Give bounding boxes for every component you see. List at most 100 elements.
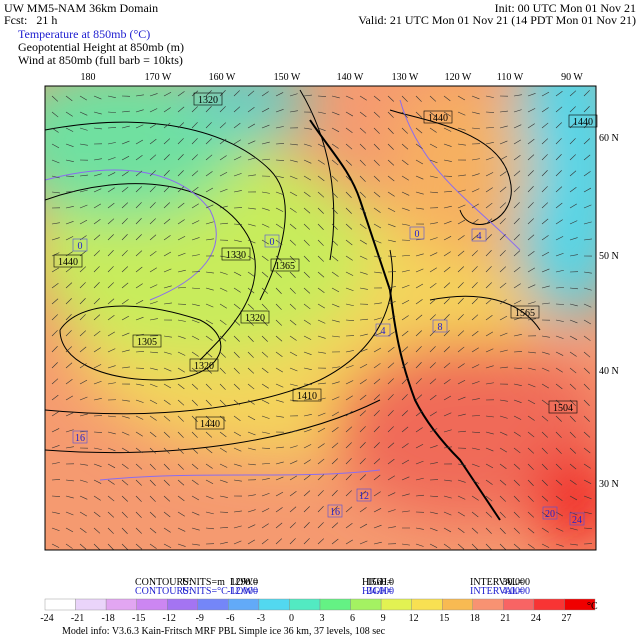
colorbar-label: 9 (381, 613, 386, 624)
wind-barb (499, 527, 506, 534)
latitude-label: 50 N (599, 251, 619, 262)
wind-barb (499, 431, 508, 436)
wind-barb (373, 127, 380, 134)
wind-barb (275, 303, 282, 310)
wind-barb (233, 122, 241, 129)
wind-barb (387, 207, 396, 212)
wind-barb (247, 255, 256, 261)
wind-barb (541, 431, 548, 438)
wind-barb (331, 538, 339, 545)
wind-barb (289, 367, 298, 372)
wind-barb (121, 447, 130, 453)
wind-barb (303, 429, 312, 433)
wind-barb (191, 351, 199, 357)
wind-barb (443, 127, 452, 132)
wind-barb (51, 298, 59, 305)
wind-barb (387, 159, 395, 166)
wind-barb (401, 510, 410, 513)
wind-barb (513, 300, 522, 305)
title: UW MM5-NAM 36km Domain (4, 1, 158, 15)
wind-barb (345, 159, 352, 166)
wind-barb (345, 365, 354, 369)
wind-barb (275, 271, 282, 278)
wind-barb (415, 268, 424, 273)
wind-barb (79, 346, 87, 353)
wind-barb (135, 186, 142, 193)
wind-barb (205, 479, 214, 485)
wind-barb (79, 219, 88, 225)
wind-barb (359, 363, 368, 369)
colorbar-label: -12 (163, 613, 176, 624)
wind-barb (135, 94, 144, 97)
wind-barb (275, 522, 283, 529)
wind-barb (177, 319, 186, 322)
wind-barb (485, 315, 493, 321)
wind-barb (541, 122, 549, 129)
wind-barb (443, 395, 452, 401)
wind-barb (65, 111, 73, 117)
wind-barb (121, 250, 128, 257)
wind-barb (331, 335, 340, 338)
wind-barb (471, 298, 478, 305)
wind-barb (247, 239, 256, 244)
wind-barb (373, 223, 382, 229)
wind-barb (429, 252, 438, 257)
wind-barb (233, 415, 241, 421)
wind-barb (303, 159, 312, 164)
wind-barb (527, 543, 535, 549)
wind-barb (317, 303, 326, 309)
wind-barb (541, 202, 549, 209)
wind-barb (415, 527, 424, 530)
wind-barb (233, 399, 241, 406)
wind-barb (247, 509, 256, 513)
wind-barb (359, 458, 366, 465)
wind-barb (51, 394, 59, 401)
wind-barb (121, 431, 130, 436)
wind-barb (443, 298, 450, 305)
wind-barb (541, 415, 549, 422)
wind-barb (79, 143, 88, 146)
wind-barb (345, 442, 352, 449)
wind-barb (345, 271, 354, 276)
wind-barb (233, 510, 242, 513)
wind-barb (317, 127, 326, 131)
wind-barb (317, 223, 324, 230)
wind-barb (499, 415, 508, 419)
wind-barb (121, 171, 129, 177)
wind-barb (485, 234, 492, 241)
wind-barb (485, 348, 494, 353)
wind-barb (93, 127, 102, 130)
wind-barb (289, 491, 297, 497)
wind-barb (135, 300, 144, 305)
wind-barb (471, 364, 480, 369)
wind-barb (485, 479, 493, 485)
wind-barb (219, 351, 226, 358)
wind-barb (177, 106, 185, 113)
wind-barb (289, 460, 298, 465)
wind-barb (569, 106, 576, 113)
wind-barb (261, 523, 269, 529)
wind-barb (107, 447, 116, 452)
wind-barb (191, 220, 200, 225)
wind-barb (387, 475, 395, 481)
wind-barb (219, 447, 227, 453)
wind-barb (541, 367, 550, 372)
wind-barb (233, 139, 241, 145)
wind-barb (373, 317, 382, 321)
wind-barb (121, 218, 128, 225)
colorbar-swatch (105, 598, 137, 611)
wind-barb (93, 173, 102, 177)
wind-barb (527, 527, 535, 534)
wind-barb (401, 254, 410, 257)
wind-barb (121, 282, 129, 289)
wind-barb (499, 299, 507, 305)
wind-barb (65, 379, 73, 385)
wind-barb (387, 127, 394, 134)
label-box (409, 226, 425, 240)
wind-barb (457, 430, 466, 433)
wind-barb (345, 426, 353, 433)
wind-barb (107, 431, 116, 435)
wind-barb (429, 428, 438, 433)
wind-barb (373, 541, 382, 545)
wind-barb (65, 159, 74, 162)
